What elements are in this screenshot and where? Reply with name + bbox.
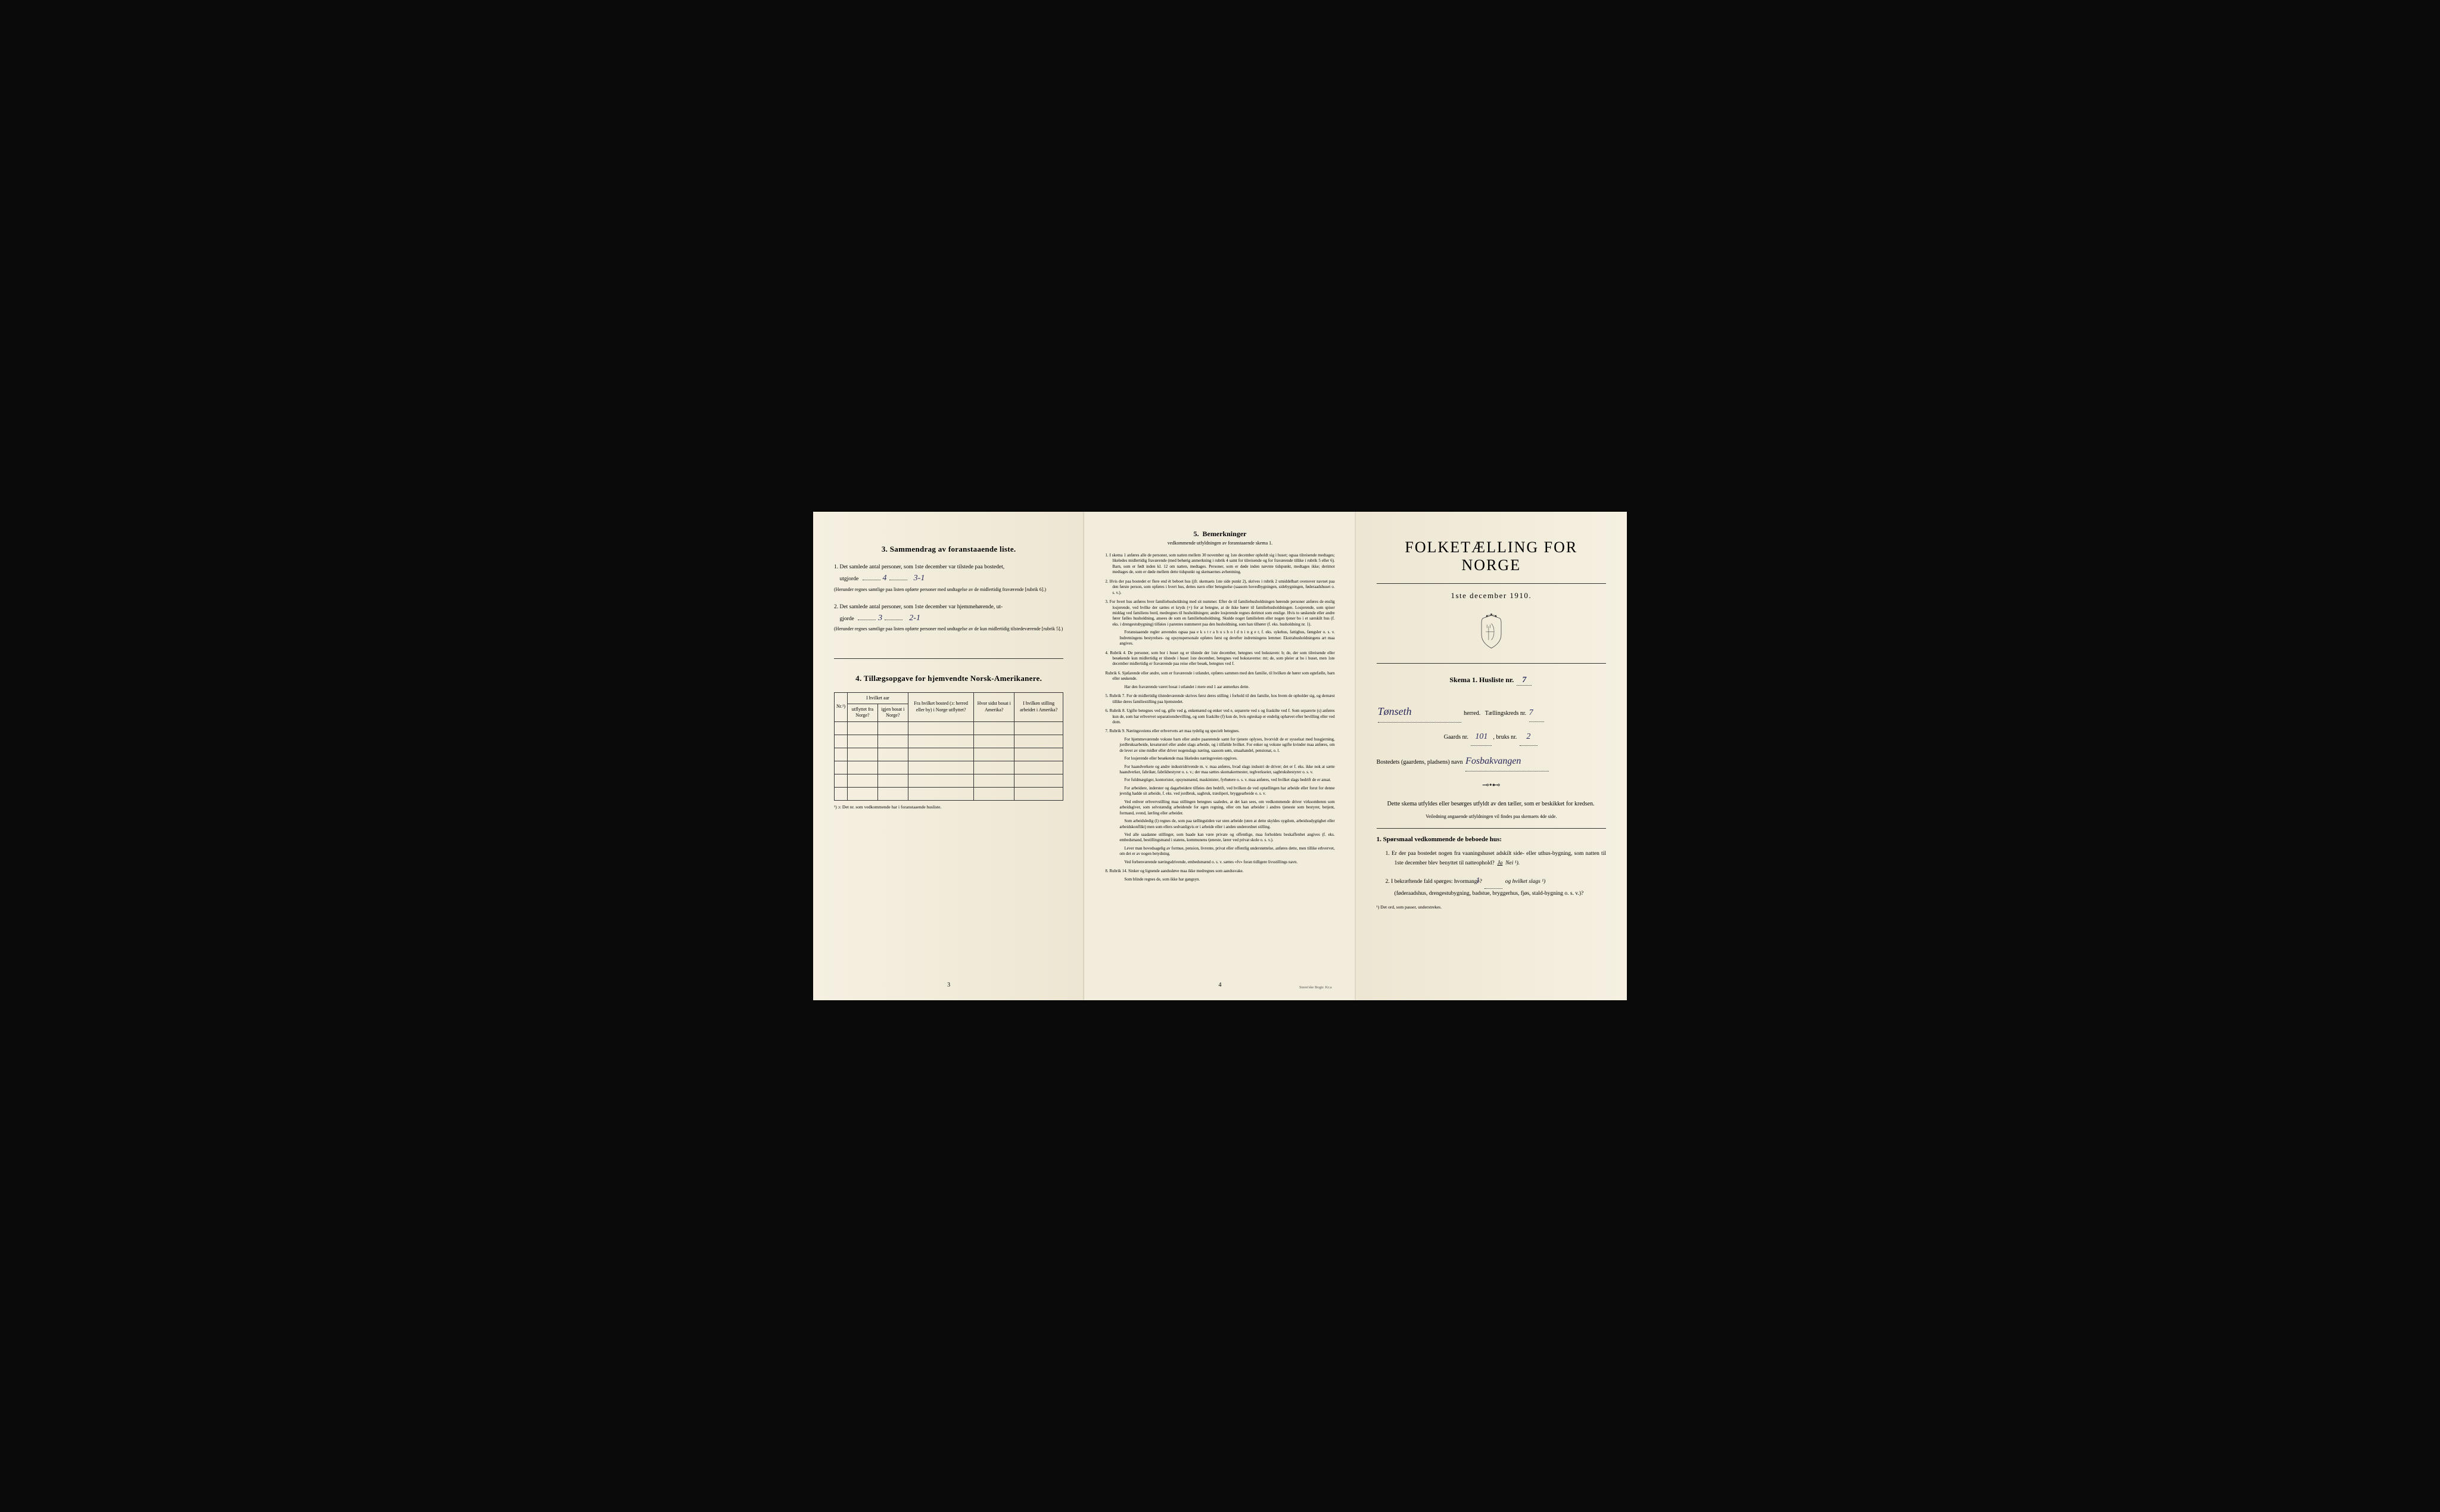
rule-item: 3. For hvert hus anføres hver familiehus… <box>1105 599 1334 647</box>
americans-table: Nr.¹) I hvilket aar Fra hvilket bosted (… <box>834 692 1063 801</box>
gaards-line: Gaards nr. 101, bruks nr. 2 <box>1377 729 1606 746</box>
rule-extra: Som blinde regnes de, som ikke har gangs… <box>1112 877 1334 882</box>
col-year-group: I hvilket aar <box>848 692 908 704</box>
section3-item1: 1. Det samlede antal personer, som 1ste … <box>834 563 1063 595</box>
rule-extra: Har den fraværende været bosat i utlande… <box>1112 685 1334 690</box>
bosted-line: Bostedets (gaardens, pladsens) navn Fosb… <box>1377 752 1606 771</box>
page-left: 3. Sammendrag av foranstaaende liste. 1.… <box>813 512 1084 1000</box>
rule-paragraph: For losjerende eller besøkende maa likel… <box>1112 756 1334 761</box>
skema-line: Skema 1. Husliste nr. 7 <box>1377 676 1606 686</box>
rules-list: 1. I skema 1 anføres alle de personer, s… <box>1105 553 1334 882</box>
norwegian-crest-icon <box>1377 612 1606 654</box>
census-document: 3. Sammendrag av foranstaaende liste. 1.… <box>813 512 1627 1000</box>
rule-item: 5. Rubrik 7. For de midlertidig tilstede… <box>1105 693 1334 705</box>
ornament-icon: ⊸•⊷ <box>1377 780 1606 791</box>
instruction-text: Dette skema utfyldes eller besørges utfy… <box>1377 799 1606 809</box>
col-from: Fra hvilket bosted (ɔ: herred eller by) … <box>908 692 973 721</box>
rule-item: 1. I skema 1 anføres alle de personer, s… <box>1105 553 1334 575</box>
table-footnote: ¹) ɔ: Det nr. som vedkommende har i fora… <box>834 804 1063 810</box>
question-1: 1. Er der paa bostedet nogen fra vaaning… <box>1377 849 1606 868</box>
section5-header: 5. Bemerkninger <box>1105 530 1334 539</box>
section3-item2: 2. Det samlede antal personer, som 1ste … <box>834 603 1063 634</box>
rule-paragraph: For haandverkere og andre industridriven… <box>1112 764 1334 776</box>
rule-paragraph: Ved forhenværende næringsdrivende, embed… <box>1112 860 1334 865</box>
questions-header: 1. Spørsmaal vedkommende de beboede hus: <box>1377 836 1606 843</box>
question-2: 2. I bekræftende fald spørges: hvormange… <box>1377 874 1606 898</box>
rule-paragraph: Ved enhver erhvervstilling maa stillinge… <box>1112 799 1334 816</box>
section4-header: 4. Tillægsopgave for hjemvendte Norsk-Am… <box>834 674 1063 683</box>
rule-paragraph: Som arbeidsledig (l) regnes de, som paa … <box>1112 819 1334 830</box>
page-number-4: 4 <box>1218 982 1221 988</box>
col-where: Hvor sidst bosat i Amerika? <box>974 692 1014 721</box>
rule-paragraph: Ved alle saadanne stillinger, som baade … <box>1112 832 1334 844</box>
col-emigrated: utflyttet fra Norge? <box>848 704 878 721</box>
section3-header: 3. Sammendrag av foranstaaende liste. <box>834 545 1063 554</box>
rule-item: 4. Rubrik 4. De personer, som bor i huse… <box>1105 651 1334 667</box>
rule-item: 6. Rubrik 8. Ugifte betegnes ved ug, gif… <box>1105 708 1334 725</box>
rule-paragraph: For arbeidere, inderster og dagarbeidere… <box>1112 786 1334 797</box>
herred-line: Tønseth herred. Tællingskreds nr. 7 <box>1377 701 1606 723</box>
page-right: FOLKETÆLLING FOR NORGE 1ste december 191… <box>1356 512 1627 1000</box>
rule-item: 8. Rubrik 14. Sinker og lignende aandssl… <box>1105 869 1334 882</box>
main-title: FOLKETÆLLING FOR NORGE <box>1377 539 1606 574</box>
page-center: 5. Bemerkninger vedkommende utfyldningen… <box>1084 512 1355 1000</box>
rule-item: Rubrik 6. Sjøfarende eller andre, som er… <box>1105 671 1334 690</box>
page-number-3: 3 <box>947 982 950 988</box>
rule-paragraph: Lever man hovedsagelig av formue, pensio… <box>1112 846 1334 857</box>
rule-item: 2. Hvis der paa bostedet er flere end ét… <box>1105 579 1334 596</box>
footnote-right: ¹) Det ord, som passer, understrekes. <box>1377 904 1606 910</box>
col-position: I hvilken stilling arbeidet i Amerika? <box>1014 692 1063 721</box>
rule-extra: Foranstaaende regler anvendes ogsaa paa … <box>1112 630 1334 646</box>
rule-paragraph: For hjemmeværende voksne barn eller andr… <box>1112 737 1334 754</box>
rule-item: 7. Rubrik 9. Næringsveiens eller erhverv… <box>1105 729 1334 865</box>
rule-paragraph: For fuldmægtiger, kontorister, opsynsmæn… <box>1112 777 1334 783</box>
section5-subtitle: vedkommende utfyldningen av foranstaaend… <box>1105 540 1334 546</box>
printer-note: Steen'ske Bogtr. Kr.a <box>1299 985 1332 990</box>
instruction-small: Veiledning angaaende utfyldningen vil fi… <box>1377 814 1606 819</box>
col-nr: Nr.¹) <box>835 692 848 721</box>
census-date: 1ste december 1910. <box>1377 591 1606 601</box>
col-returned: igjen bosat i Norge? <box>877 704 908 721</box>
